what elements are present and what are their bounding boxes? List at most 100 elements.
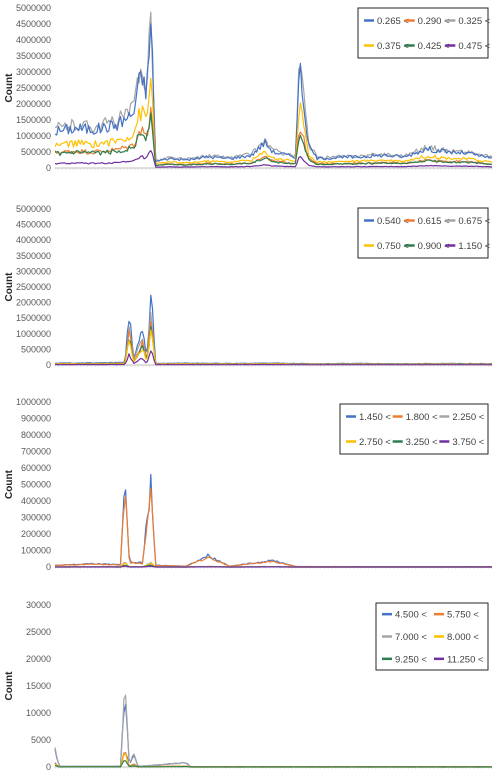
y-axis-label: Count bbox=[4, 73, 15, 103]
legend-item: 1.450 < bbox=[346, 412, 391, 423]
y-tick-label: 15000 bbox=[26, 681, 51, 691]
chart-panel-3: 0 100000 200000 300000 400000 500000 600000 700… bbox=[4, 397, 493, 572]
y-tick-label: 30000 bbox=[26, 600, 51, 610]
series-line-0.265 bbox=[54, 23, 493, 162]
series-line-0.900 bbox=[54, 325, 492, 365]
y-tick-label: 0 bbox=[46, 562, 51, 572]
series-line-0.375 bbox=[54, 77, 493, 166]
legend-label: 11.250 < bbox=[447, 654, 484, 665]
x-axis-ticks bbox=[54, 365, 493, 367]
legend-item: 2.750 < bbox=[346, 437, 391, 448]
y-tick-label: 10000 bbox=[26, 708, 51, 718]
y-tick-label: 3000000 bbox=[16, 266, 51, 276]
legend-label: 0.325 < bbox=[458, 16, 490, 27]
y-tick-label: 2500000 bbox=[16, 282, 51, 292]
y-tick-label: 25000 bbox=[26, 627, 51, 637]
y-tick-label: 1000000 bbox=[16, 131, 51, 141]
y-tick-label: 20000 bbox=[26, 654, 51, 664]
legend-label: 3.750 < bbox=[452, 437, 484, 448]
y-tick-label: 3000000 bbox=[16, 67, 51, 77]
y-tick-label: 5000000 bbox=[16, 204, 51, 214]
y-tick-label: 700000 bbox=[21, 447, 51, 457]
y-tick-label: 500000 bbox=[21, 344, 51, 354]
y-tick-label: 200000 bbox=[21, 529, 51, 539]
y-tick-label: 2000000 bbox=[16, 99, 51, 109]
legend-label: 2.750 < bbox=[359, 437, 391, 448]
legend-label: 0.425 < bbox=[418, 41, 450, 52]
legend-item: 0.675 < bbox=[445, 216, 491, 227]
y-tick-label: 3500000 bbox=[16, 51, 51, 61]
legend: 0.265 < 0.290 < 0.325 < 0.375 < 0.425 < 0.475… bbox=[357, 7, 491, 59]
legend-label: 5.750 < bbox=[447, 610, 479, 621]
y-tick-label: 500000 bbox=[21, 480, 51, 490]
legend-item: 3.750 < bbox=[439, 437, 485, 448]
y-tick-label: 1000000 bbox=[16, 329, 51, 339]
y-tick-label: 0 bbox=[46, 163, 51, 173]
legend-item: 2.250 < bbox=[439, 412, 485, 423]
legend-label: 8.000 < bbox=[447, 632, 479, 643]
y-tick-label: 5000000 bbox=[16, 3, 51, 13]
legend-label: 0.675 < bbox=[458, 216, 490, 227]
legend-label: 2.250 < bbox=[452, 412, 484, 423]
legend-item: 4.500 < bbox=[382, 610, 427, 621]
legend-item: 0.900 < bbox=[404, 241, 450, 252]
legend-label: 1.800 < bbox=[406, 412, 438, 423]
x-axis-ticks bbox=[54, 168, 493, 170]
legend-label: 0.750 < bbox=[377, 241, 409, 252]
legend-item: 1.800 < bbox=[392, 412, 438, 423]
y-tick-label: 300000 bbox=[21, 513, 51, 523]
legend-item: 0.540 < bbox=[364, 216, 409, 227]
y-axis-label: Count bbox=[4, 671, 15, 701]
legend-label: 4.500 < bbox=[395, 610, 427, 621]
legend-label: 0.375 < bbox=[377, 41, 409, 52]
series-line-9.250 bbox=[54, 760, 492, 768]
y-tick-label: 1500000 bbox=[16, 313, 51, 323]
y-tick-label: 4500000 bbox=[16, 19, 51, 29]
series-line-0.750 bbox=[54, 329, 492, 366]
series-line-0.540 bbox=[55, 294, 492, 365]
chart-panel-4: 0 5000 10000 15000 20000 25000 30000 Count 4.500… bbox=[4, 600, 493, 772]
legend-item: 0.475 < bbox=[445, 41, 491, 52]
series-line-0.615 bbox=[54, 321, 493, 365]
legend-label: 7.000 < bbox=[395, 632, 427, 643]
legend: 1.450 < 1.800 < 2.250 < 2.750 < 3.250 < 3.750… bbox=[339, 403, 489, 455]
legend-label: 1.450 < bbox=[359, 412, 391, 423]
legend-label: 1.150 < bbox=[458, 241, 490, 252]
y-tick-label: 4500000 bbox=[16, 220, 51, 230]
legend-label: 0.540 < bbox=[377, 216, 409, 227]
legend-label: 0.265 < bbox=[377, 16, 409, 27]
chart-panel-1: 0 500000 1000000 1500000 2000000 2500000 30000… bbox=[4, 3, 493, 173]
legend-item: 5.750 < bbox=[434, 610, 479, 621]
series-line-7.000 bbox=[54, 694, 492, 768]
y-axis-label: Count bbox=[4, 469, 15, 499]
series-line-0.475 bbox=[54, 150, 492, 168]
legend-item: 0.425 < bbox=[404, 41, 450, 52]
legend-label: 0.615 < bbox=[418, 216, 450, 227]
legend-item: 0.750 < bbox=[364, 241, 409, 252]
legend-item: 0.325 < bbox=[445, 16, 491, 27]
legend-item: 7.000 < bbox=[382, 632, 427, 643]
legend-label: 9.250 < bbox=[395, 654, 427, 665]
y-tick-label: 900000 bbox=[21, 414, 51, 424]
y-tick-label: 2500000 bbox=[16, 83, 51, 93]
y-tick-label: 5000 bbox=[31, 735, 51, 745]
y-axis-label: Count bbox=[4, 272, 15, 302]
legend-item: 0.615 < bbox=[404, 216, 450, 227]
y-tick-label: 1500000 bbox=[16, 115, 51, 125]
y-tick-label: 600000 bbox=[21, 463, 51, 473]
legend-item: 8.000 < bbox=[434, 632, 479, 643]
y-tick-label: 3500000 bbox=[16, 251, 51, 261]
y-tick-label: 100000 bbox=[21, 546, 51, 556]
legend-item: 11.250 < bbox=[434, 654, 484, 665]
legend: 0.540 < 0.615 < 0.675 < 0.750 < 0.900 < 1.150… bbox=[357, 207, 491, 259]
series-line-1.800 bbox=[54, 487, 493, 568]
legend-item: 0.290 < bbox=[404, 16, 450, 27]
legend-label: 0.290 < bbox=[418, 16, 450, 27]
series-line-0.425 bbox=[54, 112, 493, 167]
y-tick-label: 800000 bbox=[21, 430, 51, 440]
legend-label: 0.475 < bbox=[458, 41, 490, 52]
legend-item: 3.250 < bbox=[392, 437, 438, 448]
y-tick-label: 2000000 bbox=[16, 298, 51, 308]
series-line-1.150 bbox=[55, 350, 493, 366]
